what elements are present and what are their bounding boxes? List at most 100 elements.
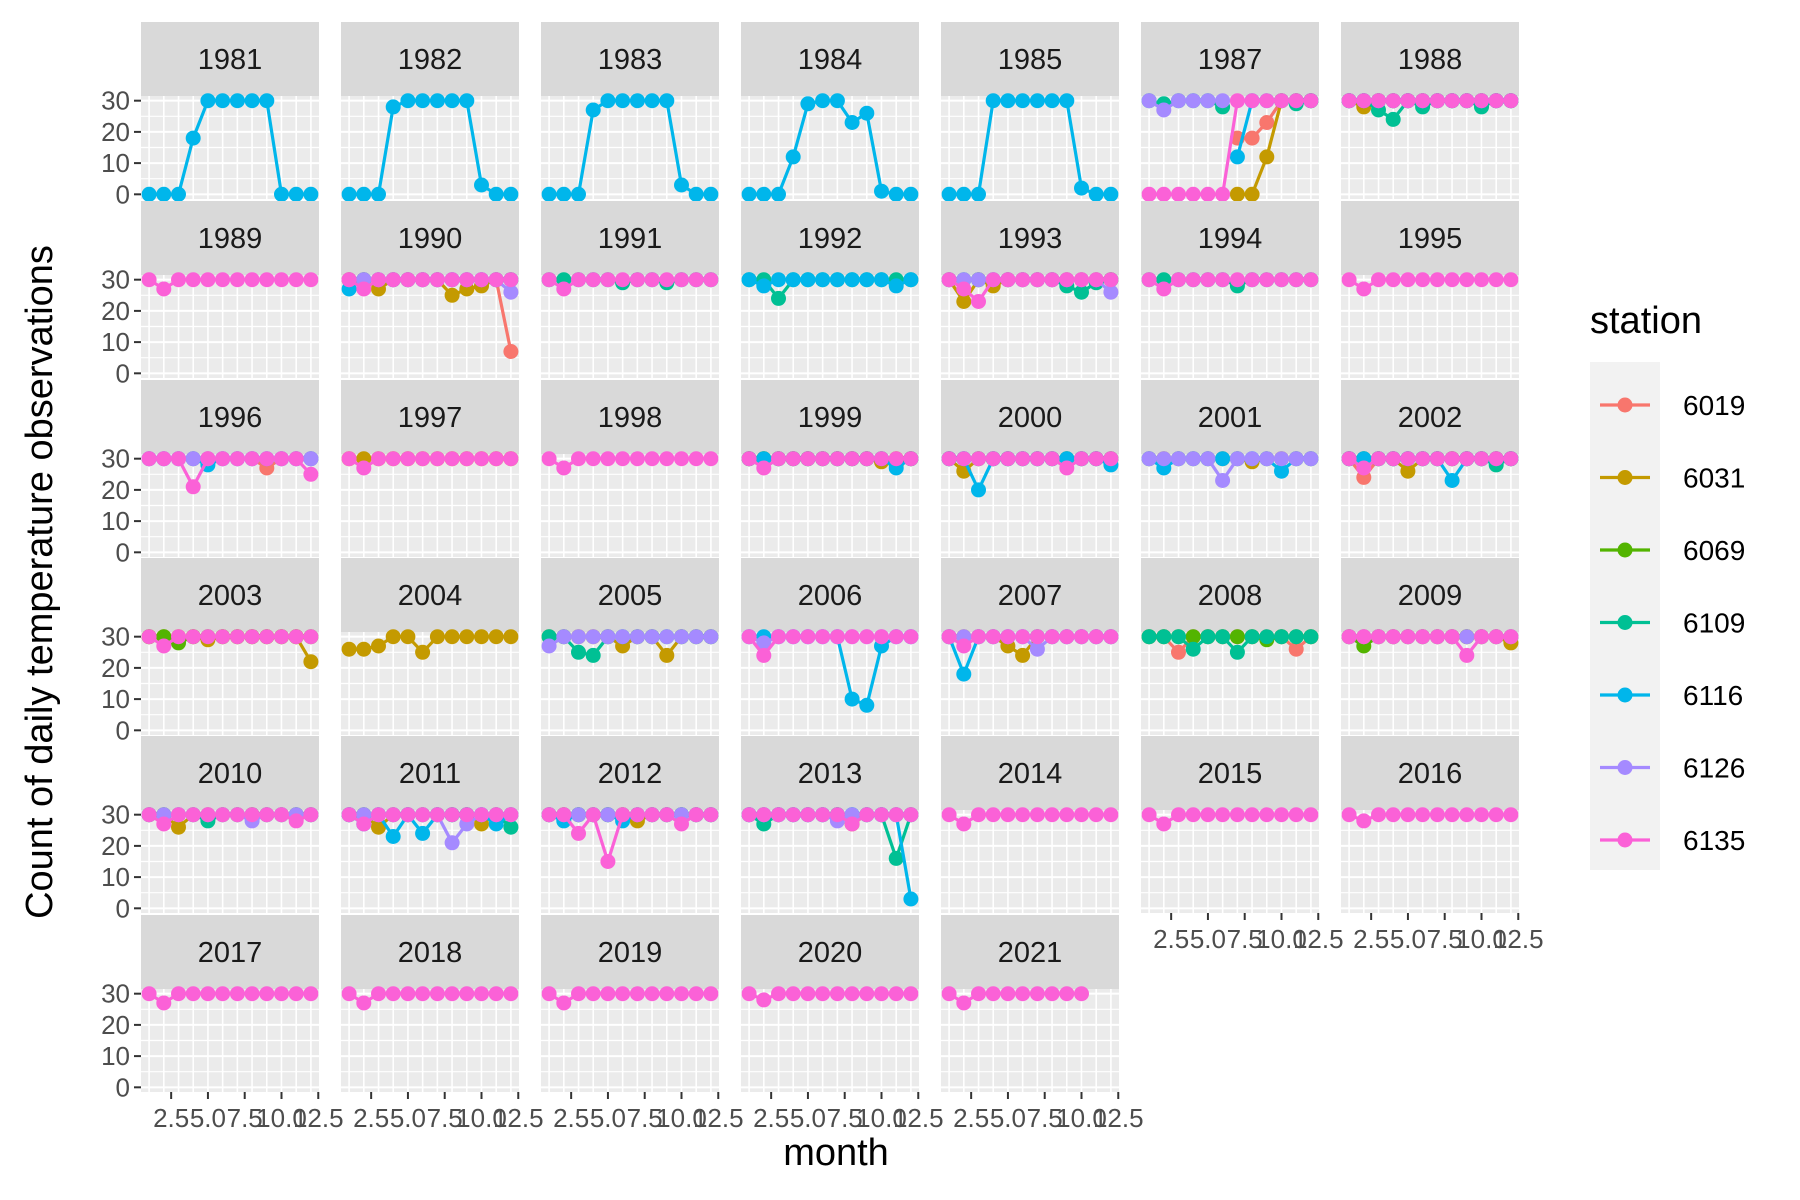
- data-point: [1400, 629, 1416, 645]
- data-point: [815, 986, 831, 1002]
- data-point: [829, 451, 845, 467]
- data-point: [1488, 451, 1504, 467]
- data-point: [956, 816, 972, 832]
- facet-strip: [741, 22, 919, 96]
- x-tick-label: 10.0: [656, 1103, 707, 1133]
- data-point: [429, 451, 445, 467]
- data-point: [600, 272, 616, 288]
- data-point: [741, 807, 757, 823]
- data-point: [1103, 284, 1119, 300]
- data-point: [356, 460, 372, 476]
- data-point: [985, 451, 1001, 467]
- data-point: [1215, 451, 1231, 467]
- data-point: [341, 807, 357, 823]
- facet-strip-label: 1987: [1198, 44, 1263, 76]
- y-tick-label: 30: [101, 86, 130, 116]
- data-point: [474, 807, 489, 823]
- y-tick-label: 20: [101, 117, 130, 147]
- data-point: [859, 697, 875, 713]
- data-point: [703, 986, 719, 1002]
- data-point: [615, 986, 631, 1002]
- data-point: [1259, 272, 1275, 288]
- data-point: [941, 272, 957, 288]
- data-point: [1244, 130, 1260, 146]
- data-point: [1385, 111, 1401, 127]
- data-point: [244, 629, 260, 645]
- facet-strip: [541, 201, 719, 275]
- facet-panel: 2001: [1141, 380, 1319, 557]
- legend-label: 6069: [1683, 535, 1745, 566]
- facet-panel: 1993: [941, 201, 1119, 378]
- data-point: [1288, 272, 1304, 288]
- data-point: [341, 451, 357, 467]
- data-point: [659, 647, 675, 663]
- data-point: [1274, 93, 1289, 109]
- series-6135: [341, 986, 519, 1011]
- panel-grid: [1141, 275, 1319, 378]
- legend-item-6109: 6109: [1600, 608, 1745, 639]
- data-point: [1474, 93, 1489, 109]
- data-point: [429, 629, 445, 645]
- data-point: [556, 995, 572, 1011]
- series-6031: [341, 629, 519, 660]
- facet-strip-label: 2019: [598, 937, 663, 969]
- data-point: [200, 272, 216, 288]
- facet-strip: [541, 736, 719, 810]
- data-point: [541, 986, 557, 1002]
- x-tick-label: 5.0: [590, 1103, 626, 1133]
- legend-key-point: [1617, 760, 1633, 775]
- facet-strip: [1341, 380, 1519, 454]
- data-point: [644, 629, 660, 645]
- data-point: [756, 807, 772, 823]
- data-point: [815, 451, 831, 467]
- series-6135: [941, 451, 1119, 476]
- data-point: [1044, 986, 1060, 1002]
- data-point: [185, 807, 201, 823]
- series-6135: [541, 986, 719, 1011]
- data-point: [215, 807, 231, 823]
- data-point: [615, 451, 631, 467]
- data-point: [1444, 629, 1460, 645]
- data-point: [1259, 807, 1275, 823]
- data-point: [303, 466, 319, 482]
- data-point: [1400, 463, 1416, 479]
- data-point: [1215, 272, 1231, 288]
- data-point: [1141, 451, 1157, 467]
- panel-grid: [541, 989, 719, 1092]
- facet-panel: 1984: [741, 22, 919, 202]
- panel-grid: [341, 810, 519, 913]
- facet-strip-label: 2016: [1398, 758, 1463, 790]
- data-point: [1244, 629, 1260, 645]
- legend-items: 6019 6031 6069 6109 6116 6126 6135: [1600, 390, 1745, 856]
- facet-strip-label: 1983: [598, 44, 663, 76]
- data-point: [971, 294, 986, 309]
- data-point: [1444, 272, 1460, 288]
- data-point: [674, 451, 689, 467]
- facet-strip-label: 2006: [798, 580, 863, 612]
- series-6135: [941, 807, 1119, 832]
- x-tick-label: 7.5: [227, 1103, 263, 1133]
- data-point: [400, 93, 416, 109]
- facet-panel: 2008: [1141, 558, 1319, 735]
- data-point: [171, 629, 186, 645]
- data-point: [874, 272, 889, 288]
- data-point: [1015, 451, 1031, 467]
- data-point: [1400, 272, 1416, 288]
- x-tick-label: 10.0: [256, 1103, 307, 1133]
- data-point: [200, 93, 216, 109]
- x-tick-label: 7.5: [627, 1103, 663, 1133]
- data-point: [1215, 93, 1231, 109]
- data-point: [674, 629, 689, 645]
- data-point: [941, 629, 957, 645]
- data-point: [585, 647, 601, 663]
- x-tick-label: 12.5: [493, 1103, 544, 1133]
- data-point: [903, 629, 919, 645]
- x-axis: 2.5 5.0 7.510.012.5: [553, 1092, 744, 1133]
- facet-strip-label: 2004: [398, 580, 463, 612]
- data-point: [141, 807, 157, 823]
- data-point: [1429, 451, 1445, 467]
